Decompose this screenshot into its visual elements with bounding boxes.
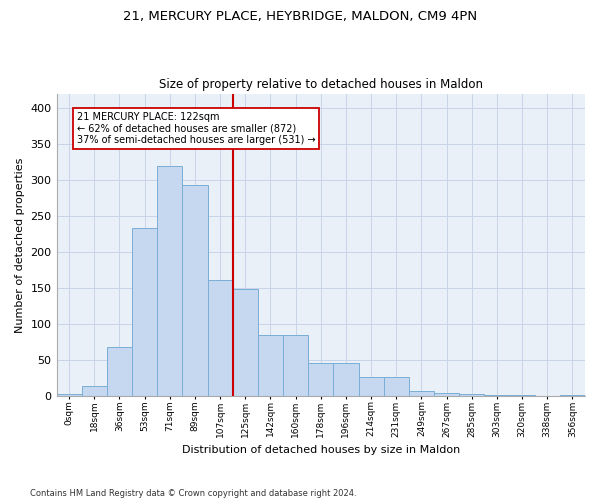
Bar <box>157 166 182 396</box>
Bar <box>258 335 283 396</box>
X-axis label: Distribution of detached houses by size in Maldon: Distribution of detached houses by size … <box>182 445 460 455</box>
Bar <box>434 392 459 396</box>
Bar <box>56 394 82 396</box>
Bar <box>182 185 208 396</box>
Bar <box>308 363 334 396</box>
Bar <box>233 289 258 396</box>
Bar <box>560 394 585 396</box>
Bar <box>208 280 233 396</box>
Bar <box>409 391 434 396</box>
Bar <box>334 363 359 396</box>
Text: 21, MERCURY PLACE, HEYBRIDGE, MALDON, CM9 4PN: 21, MERCURY PLACE, HEYBRIDGE, MALDON, CM… <box>123 10 477 23</box>
Bar <box>383 378 409 396</box>
Bar <box>484 394 509 396</box>
Title: Size of property relative to detached houses in Maldon: Size of property relative to detached ho… <box>159 78 483 91</box>
Bar <box>132 228 157 396</box>
Y-axis label: Number of detached properties: Number of detached properties <box>15 157 25 332</box>
Bar <box>359 378 383 396</box>
Text: Contains HM Land Registry data © Crown copyright and database right 2024.: Contains HM Land Registry data © Crown c… <box>30 488 356 498</box>
Bar <box>107 347 132 396</box>
Text: 21 MERCURY PLACE: 122sqm
← 62% of detached houses are smaller (872)
37% of semi-: 21 MERCURY PLACE: 122sqm ← 62% of detach… <box>77 112 315 145</box>
Bar <box>82 386 107 396</box>
Bar <box>283 335 308 396</box>
Bar <box>459 394 484 396</box>
